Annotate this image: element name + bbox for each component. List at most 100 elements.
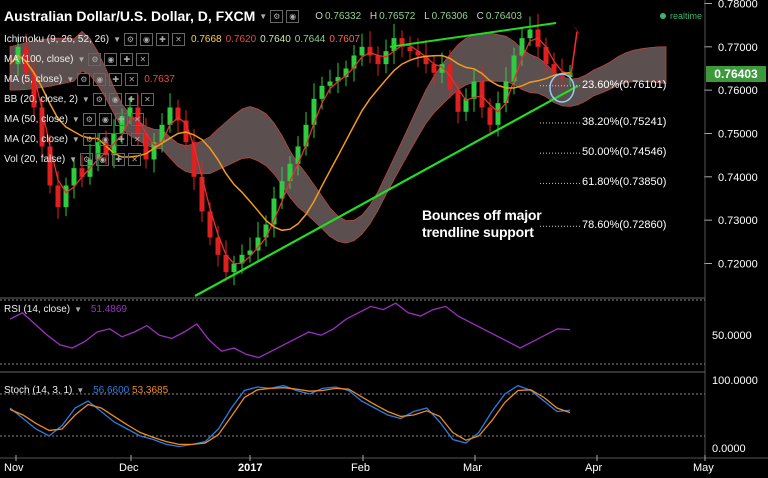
candle-body: [495, 103, 501, 125]
open-value: 0.76332: [324, 10, 362, 22]
settings-icon[interactable]: ⚙: [82, 112, 96, 126]
candle-body: [295, 146, 301, 164]
candle-body: [95, 142, 101, 160]
candle-body: [335, 77, 341, 82]
settings-icon[interactable]: ⚙: [82, 132, 96, 146]
candle-body: [31, 72, 37, 108]
candle-body: [511, 55, 517, 82]
add-icon[interactable]: ✚: [114, 132, 128, 146]
candle-body: [519, 38, 525, 56]
candle-body: [23, 46, 29, 73]
add-icon[interactable]: ✚: [112, 152, 126, 166]
trendlines: [194, 21, 581, 297]
price-axis: 0.78000 0.77000 0.76000 0.75000 0.74000 0.730…: [704, 0, 758, 458]
indicator-label: BB (20, close, 2): [4, 93, 78, 105]
candle-body: [303, 124, 309, 147]
time-tick-label: Dec: [119, 462, 139, 474]
candle-body: [239, 254, 245, 264]
settings-icon[interactable]: ⚙: [123, 32, 137, 46]
eye-icon[interactable]: ◉: [104, 52, 118, 66]
chevron-down-icon[interactable]: ▼: [77, 54, 86, 64]
candle-body: [383, 51, 389, 65]
candle-body: [63, 185, 69, 208]
eye-icon[interactable]: ◉: [108, 92, 122, 106]
candle-body: [231, 263, 237, 273]
eye-icon[interactable]: ◉: [98, 132, 112, 146]
candle-body: [551, 64, 557, 73]
stoch-k-value: 56.6600: [93, 385, 130, 396]
indicator-row[interactable]: MA (20, close) ▼ ⚙ ◉ ✚ ✕: [4, 132, 144, 146]
settings-icon[interactable]: ⚙: [77, 72, 91, 86]
chevron-down-icon[interactable]: ▼: [71, 134, 80, 144]
settings-icon[interactable]: ⚙: [88, 52, 102, 66]
chevron-down-icon[interactable]: ▼: [76, 386, 85, 395]
chevron-down-icon[interactable]: ▼: [81, 94, 90, 104]
close-icon[interactable]: ✕: [128, 152, 142, 166]
indicator-row[interactable]: MA (50, close) ▼ ⚙ ◉ ✚ ✕: [4, 112, 144, 126]
close-icon[interactable]: ✕: [125, 72, 139, 86]
chevron-down-icon[interactable]: ▼: [69, 154, 78, 164]
candle-body: [415, 51, 421, 56]
chevron-down-icon[interactable]: ▼: [113, 34, 121, 44]
indicator-row[interactable]: Ichimoku (9, 26, 52, 26) ▼ ⚙ ◉ ✚ ✕ 0.7668 0.762…: [4, 32, 360, 46]
candle-body: [567, 72, 573, 78]
chevron-down-icon[interactable]: ▼: [66, 74, 75, 84]
ma-fast-line: [9, 37, 571, 265]
settings-icon[interactable]: ⚙: [270, 9, 284, 23]
candle-body: [351, 55, 357, 69]
close-icon[interactable]: ✕: [136, 52, 150, 66]
candle-body: [343, 68, 349, 78]
stoch-tick-label: 0.0000: [712, 443, 746, 455]
candle-body: [463, 98, 469, 112]
eye-icon[interactable]: ◉: [98, 112, 112, 126]
candle-body: [175, 107, 181, 121]
realtime-label: realtime: [670, 11, 703, 21]
indicator-value: 0.7640: [260, 33, 291, 45]
rsi-label[interactable]: RSI (14, close) ▼ 51.4869: [4, 304, 127, 315]
rsi-panel: 50.0000: [0, 297, 752, 365]
indicator-row[interactable]: BB (20, close, 2) ▼ ⚙ ◉ ✚ ✕: [4, 92, 154, 106]
stoch-panel: 100.0000 0.0000: [0, 371, 758, 455]
eye-icon[interactable]: ◉: [96, 152, 110, 166]
chevron-down-icon[interactable]: ▼: [74, 305, 83, 314]
add-icon[interactable]: ✚: [120, 52, 134, 66]
indicator-row[interactable]: MA (100, close) ▼ ⚙ ◉ ✚ ✕: [4, 52, 150, 66]
close-icon[interactable]: ✕: [130, 112, 144, 126]
candle-body: [135, 107, 141, 134]
close-icon[interactable]: ✕: [130, 132, 144, 146]
stoch-tick-label: 100.0000: [712, 375, 758, 387]
candle-body: [207, 211, 213, 238]
candle-body: [215, 237, 221, 255]
arrow-head-icon: [572, 22, 581, 36]
candle-body: [159, 124, 165, 143]
candle-body: [39, 107, 45, 147]
candle-body: [359, 46, 365, 56]
eye-icon[interactable]: ◉: [286, 9, 300, 23]
fib-level-label: 61.80%(0.73850): [582, 176, 667, 189]
stoch-label[interactable]: Stoch (14, 3, 1) ▼ 56.6600 53.3685: [4, 385, 168, 396]
indicator-row[interactable]: Vol (20, false) ▼ ⚙ ◉ ✚ ✕: [4, 152, 142, 166]
close-icon[interactable]: ✕: [140, 92, 154, 106]
price-tick-label: 0.77000: [718, 42, 758, 54]
settings-icon[interactable]: ⚙: [92, 92, 106, 106]
chevron-down-icon[interactable]: ▼: [71, 114, 80, 124]
candle-body: [479, 81, 485, 108]
add-icon[interactable]: ✚: [124, 92, 138, 106]
add-icon[interactable]: ✚: [155, 32, 169, 46]
chevron-down-icon[interactable]: ▼: [259, 11, 268, 21]
indicator-value: 0.7620: [225, 33, 257, 45]
settings-icon[interactable]: ⚙: [80, 152, 94, 166]
close-icon[interactable]: ✕: [171, 32, 185, 46]
candle-body: [247, 250, 253, 255]
candle-body: [503, 81, 509, 104]
add-icon[interactable]: ✚: [109, 72, 123, 86]
note-line-2: trendline support: [422, 224, 534, 240]
time-tick-label: Feb: [351, 462, 370, 474]
eye-icon[interactable]: ◉: [139, 32, 153, 46]
add-icon[interactable]: ✚: [114, 112, 128, 126]
indicator-row[interactable]: MA (5, close) ▼ ⚙ ◉ ✚ ✕ 0.7637: [4, 72, 179, 86]
eye-icon[interactable]: ◉: [93, 72, 107, 86]
indicator-label: MA (5, close): [4, 73, 63, 85]
candle-body: [167, 107, 173, 125]
